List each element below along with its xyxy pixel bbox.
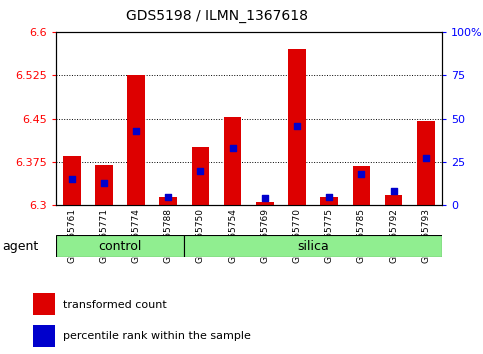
Point (357, 171, 365, 177)
Bar (256, 202, 274, 205)
Bar (159, 196, 177, 205)
Bar (33, 293, 55, 315)
Bar (385, 195, 402, 205)
Point (422, 156, 430, 161)
Point (164, 194, 172, 200)
Text: GDS5198 / ILMN_1367618: GDS5198 / ILMN_1367618 (127, 9, 308, 23)
Bar (417, 121, 435, 205)
Point (68, 176, 75, 182)
Bar (95, 165, 113, 205)
Bar (224, 118, 242, 205)
Text: percentile rank within the sample: percentile rank within the sample (63, 331, 251, 342)
Text: transformed count: transformed count (63, 299, 167, 310)
Bar (127, 75, 145, 205)
Bar (353, 166, 370, 205)
Text: silica: silica (297, 240, 329, 252)
Point (326, 194, 333, 200)
Point (132, 128, 140, 133)
Bar (63, 156, 81, 205)
Bar (33, 325, 55, 347)
Point (293, 123, 301, 129)
Bar (185, 235, 442, 257)
Point (229, 145, 237, 151)
Point (261, 195, 269, 201)
Point (197, 168, 204, 173)
Bar (56, 235, 185, 257)
Point (100, 180, 108, 185)
Point (390, 189, 398, 194)
Bar (192, 148, 209, 205)
Bar (320, 196, 338, 205)
Text: agent: agent (2, 240, 39, 252)
Bar (288, 49, 306, 205)
Text: control: control (98, 240, 142, 252)
